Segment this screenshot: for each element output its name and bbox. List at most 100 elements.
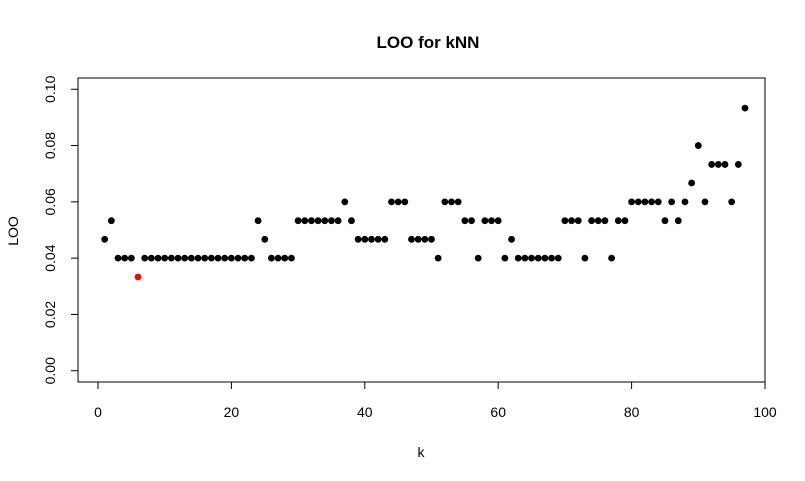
data-point [248,254,255,262]
data-point [501,254,509,262]
data-point [167,254,175,262]
data-point [314,217,322,225]
data-point [401,198,409,206]
data-point [568,217,575,225]
data-point [561,217,569,225]
y-tick-label: 0.04 [42,244,58,271]
data-point [714,161,722,168]
x-tick-label: 80 [624,404,640,420]
data-point [628,198,636,206]
data-point [374,235,382,243]
data-point [634,198,642,206]
data-point [214,254,222,262]
data-point [654,198,662,206]
plot-area-frame [77,77,766,383]
data-points [101,104,749,281]
data-point [581,254,589,262]
data-point [641,198,649,206]
data-point [294,217,302,225]
data-point [127,254,135,262]
data-point [187,254,195,262]
data-point [321,217,329,225]
data-point [688,179,696,187]
data-point [461,217,469,225]
data-point [381,235,389,243]
data-point [141,254,149,262]
data-point [154,254,162,262]
data-point [674,217,682,225]
data-point [288,254,295,262]
y-tick-label: 0.08 [42,132,58,159]
data-point [414,235,422,243]
highlighted-data-point [134,273,142,281]
data-point [354,235,362,243]
data-point [721,161,729,168]
data-point [408,235,415,243]
data-point [454,198,462,206]
data-point [554,254,562,262]
data-point [301,217,309,225]
data-point [728,198,736,206]
chart-title: LOO for kNN [377,33,480,52]
data-point [394,198,402,206]
data-point [114,254,122,262]
data-point [221,254,229,262]
data-point [334,217,342,225]
y-tick-label: 0.02 [42,301,58,328]
data-point [434,254,442,262]
data-point [521,254,529,262]
y-tick-label: 0.10 [42,75,58,102]
y-axis-label: LOO [5,216,21,246]
data-point [668,198,676,206]
data-point [181,254,189,262]
data-point [528,254,535,262]
data-point [101,235,109,243]
data-point [708,161,716,168]
data-point [174,254,182,262]
y-axis: 0.00 0.02 0.04 0.06 0.08 0.10 [42,75,79,384]
data-point [574,217,582,225]
data-point [161,254,169,262]
data-point [241,254,249,262]
data-point [594,217,602,225]
data-point [268,254,275,262]
data-point [194,254,202,262]
data-point [107,217,115,225]
data-point [488,217,495,225]
data-point [234,254,242,262]
x-tick-label: 20 [224,404,240,420]
data-point [661,217,669,225]
data-point [228,254,235,262]
data-point [468,217,475,225]
data-point [741,104,749,112]
data-point [308,217,315,225]
data-point [601,217,609,225]
x-tick-label: 60 [490,404,506,420]
data-point [147,254,155,262]
data-point [621,217,629,225]
data-point [681,198,689,206]
data-point [448,198,455,206]
data-point [648,198,656,206]
x-axis: 0 20 40 60 80 100 [94,381,777,420]
data-point [534,254,542,262]
x-tick-label: 100 [753,404,777,420]
data-point [207,254,215,262]
data-point [701,198,709,206]
data-point [121,254,129,262]
data-point [254,217,262,225]
data-point [274,254,282,262]
data-point [201,254,209,262]
x-axis-label: k [418,444,426,460]
data-point [694,142,702,149]
y-tick-label: 0.00 [42,357,58,384]
data-point [588,217,595,225]
data-point [388,198,395,206]
data-point [514,254,522,262]
data-point [441,198,449,206]
data-point [368,235,375,243]
data-point [261,235,269,243]
data-point [734,161,742,168]
data-point [614,217,622,225]
